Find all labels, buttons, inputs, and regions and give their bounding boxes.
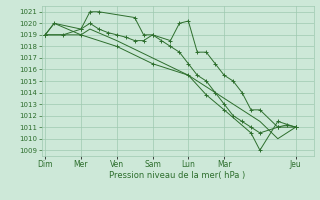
X-axis label: Pression niveau de la mer( hPa ): Pression niveau de la mer( hPa )	[109, 171, 246, 180]
